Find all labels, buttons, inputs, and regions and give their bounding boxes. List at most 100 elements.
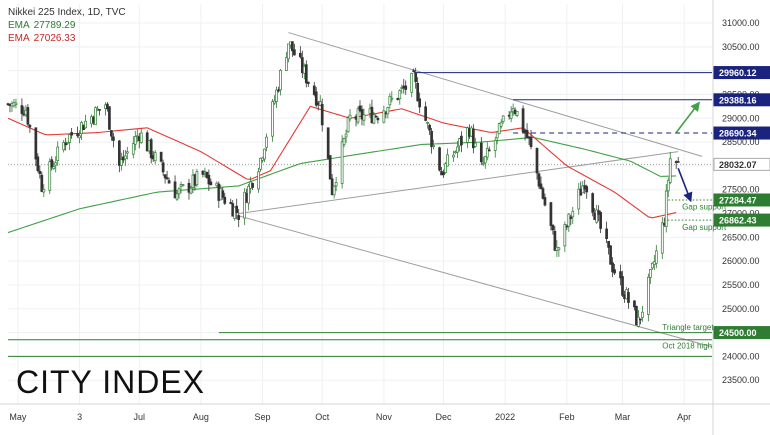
candle-body	[175, 193, 179, 200]
candle-body	[529, 136, 533, 148]
x-tick-label: Apr	[677, 412, 691, 422]
y-tick-label: 27500.00	[722, 185, 760, 195]
y-tick-label: 29000.00	[722, 113, 760, 123]
candle-body	[426, 122, 429, 124]
candle-body	[279, 70, 282, 91]
y-tick-label: 30500.00	[722, 42, 760, 52]
candle-body	[543, 197, 547, 206]
candle-body	[356, 108, 360, 123]
candle-body	[42, 189, 46, 193]
candle-body	[78, 135, 81, 139]
candle-body	[235, 205, 239, 213]
candle-body	[537, 173, 541, 187]
ema-slow-label: EMA	[8, 20, 30, 31]
candle-body	[525, 129, 529, 139]
candle-body	[635, 305, 638, 326]
chart-legend: Nikkei 225 Index, 1D, TVC EMA 27789.29 EM…	[8, 6, 126, 45]
candle-body	[94, 107, 97, 126]
ema-fast-legend: EMA 27026.33	[8, 32, 126, 45]
candle-body	[430, 130, 433, 148]
candle-body	[149, 139, 153, 159]
level-label: 26862.43	[719, 216, 757, 226]
candle-body	[376, 117, 380, 121]
candle-body	[557, 247, 561, 251]
candle-body	[64, 142, 68, 146]
candle-body	[209, 181, 213, 186]
candle-body	[535, 147, 539, 174]
candle-body	[257, 171, 260, 190]
level-label-box	[713, 93, 770, 107]
candle-body	[539, 183, 543, 190]
candle-body	[639, 318, 642, 321]
candle-body	[654, 250, 658, 264]
candle-body	[125, 151, 129, 154]
candle-body	[515, 111, 519, 116]
annotations: Gap support Gap support Triangle target Oct…	[662, 202, 727, 350]
x-tick-label: Feb	[559, 412, 575, 422]
candle-body	[300, 57, 304, 74]
candle-body	[273, 100, 276, 104]
y-tick-label: 27000.00	[722, 209, 760, 219]
candle-body	[229, 202, 233, 204]
candle-body	[195, 171, 199, 186]
candle-body	[275, 89, 278, 102]
candle-body	[633, 300, 636, 308]
candle-body	[372, 114, 376, 124]
brand-logo: CITY INDEX	[16, 364, 205, 400]
candle-body	[153, 152, 157, 162]
candle-body	[207, 174, 211, 185]
candle-body	[605, 228, 608, 239]
candle-body	[452, 154, 455, 158]
candle-body	[271, 101, 274, 137]
candle-body	[334, 182, 338, 187]
candle-body	[609, 245, 612, 265]
candle-body	[481, 162, 485, 165]
candle-body	[412, 70, 416, 72]
y-tick-label: 31000.00	[722, 18, 760, 28]
candle-body	[108, 106, 111, 130]
candle-body	[326, 127, 330, 159]
candle-body	[342, 138, 346, 146]
candle-body	[28, 124, 32, 128]
candle-body	[424, 106, 427, 121]
candle-body	[177, 188, 181, 195]
trendline-upper-triangle	[288, 32, 703, 157]
candle-body	[599, 212, 602, 229]
level-label: 29960.12	[719, 68, 757, 78]
y-tick-label: 28500.00	[722, 137, 760, 147]
trendline-rising-support	[238, 151, 679, 215]
candle-body	[36, 156, 40, 171]
x-tick-label: 2022	[495, 412, 515, 422]
ema-fast-line	[7, 105, 677, 219]
candle-body	[120, 159, 123, 166]
annotation-label: Oct 2018 high	[662, 341, 712, 350]
candle-body	[567, 213, 571, 227]
candle-body	[318, 101, 322, 106]
candle-body	[312, 85, 316, 95]
candle-body	[167, 180, 171, 184]
candle-body	[627, 292, 630, 303]
candle-body	[358, 105, 362, 111]
candle-body	[432, 145, 435, 148]
candle-body	[223, 196, 227, 204]
candle-body	[607, 240, 610, 248]
annotation-label: Gap support	[682, 223, 727, 232]
candle-body	[619, 271, 622, 279]
candle-body	[293, 49, 296, 56]
candle-body	[647, 276, 650, 315]
candle-body	[133, 136, 137, 145]
candle-body	[285, 57, 288, 71]
candle-body	[493, 140, 497, 151]
green-arrow-up	[675, 101, 701, 134]
candle-body	[314, 91, 318, 106]
level-label: 28032.07	[719, 160, 757, 170]
x-tick-label: 3	[77, 412, 82, 422]
candle-body	[243, 191, 247, 219]
candle-body	[438, 147, 441, 171]
candle-body	[340, 141, 344, 184]
candle-body	[641, 311, 644, 318]
candle-body	[84, 120, 87, 129]
candle-body	[112, 136, 115, 141]
candle-body	[577, 188, 581, 210]
